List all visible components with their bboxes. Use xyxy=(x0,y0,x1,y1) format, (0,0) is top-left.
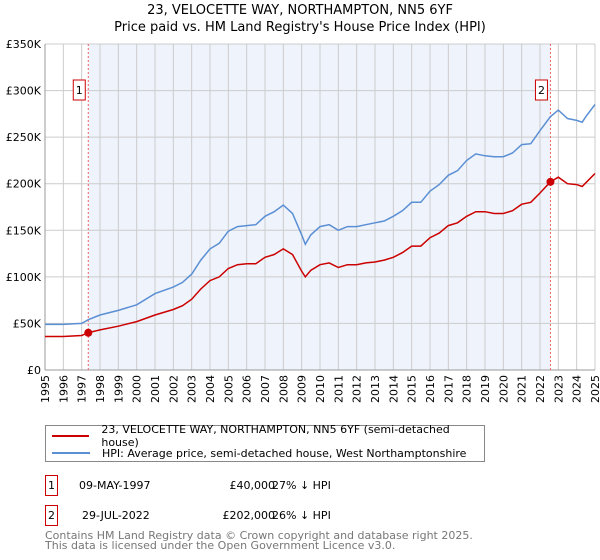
transaction-price: £202,000 xyxy=(222,509,276,522)
footer-licence: This data is licensed under the Open Gov… xyxy=(45,539,396,552)
x-tick-label: 2015 xyxy=(406,375,419,403)
y-tick-label: £0 xyxy=(27,364,41,377)
footer: Contains HM Land Registry data © Crown c… xyxy=(45,529,473,552)
y-tick-label: £350K xyxy=(6,38,42,51)
x-tick-label: 2000 xyxy=(131,375,144,403)
footer-copyright: Contains HM Land Registry data © Crown c… xyxy=(45,529,473,542)
legend-swatch-blue xyxy=(52,452,90,454)
x-tick-label: 1998 xyxy=(94,375,107,403)
annotation-box xyxy=(72,79,86,101)
annotation-box xyxy=(534,79,548,101)
x-tick-label: 1996 xyxy=(57,375,70,403)
x-tick-label: 2016 xyxy=(424,375,437,403)
x-tick-label: 2012 xyxy=(351,375,364,403)
x-tick-label: 2024 xyxy=(571,375,584,403)
x-tick-label: 2022 xyxy=(534,375,547,403)
x-tick-label: 2001 xyxy=(149,375,162,403)
x-tick-label: 1997 xyxy=(76,375,89,403)
y-tick-label: £300K xyxy=(6,85,42,98)
x-tick-label: 2019 xyxy=(479,375,492,403)
chart-title: 23, VELOCETTE WAY, NORTHAMPTON, NN5 6YF xyxy=(147,3,453,18)
x-tick-label: 2004 xyxy=(204,375,217,403)
sale-point xyxy=(546,177,555,186)
x-tick-label: 2025 xyxy=(589,375,600,403)
x-tick-label: 2017 xyxy=(442,375,455,403)
y-tick-label: £50K xyxy=(13,317,42,330)
transaction-date: 29-JUL-2022 xyxy=(82,509,150,522)
legend-item-price: 23, VELOCETTE WAY, NORTHAMPTON, NN5 6YF … xyxy=(46,423,484,449)
x-tick-label: 2014 xyxy=(387,375,400,403)
transaction-date: 09-MAY-1997 xyxy=(79,479,151,492)
x-tick-label: 2010 xyxy=(314,375,327,403)
x-tick-label: 2006 xyxy=(241,375,254,403)
y-tick-label: £200K xyxy=(6,178,42,191)
legend: 23, VELOCETTE WAY, NORTHAMPTON, NN5 6YF … xyxy=(45,423,485,462)
y-tick-label: £100K xyxy=(6,271,42,284)
x-tick-label: 2023 xyxy=(552,375,565,403)
highlight-band xyxy=(88,44,551,370)
x-tick-label: 2018 xyxy=(461,375,474,403)
x-tick-label: 2008 xyxy=(277,375,290,403)
x-tick-label: 2013 xyxy=(369,375,382,403)
transaction-marker: 2 xyxy=(45,505,58,526)
x-tick-label: 2002 xyxy=(167,375,180,403)
hpi-line xyxy=(45,104,596,326)
transaction-price: £40,000 xyxy=(229,479,276,492)
sale-point xyxy=(84,328,93,337)
plot-area: 1995 1996 1997 1998 1999 2000 2001 2002 2003 2004… xyxy=(6,38,600,403)
annotation-label: 2 xyxy=(538,84,545,97)
y-tick-label: £250K xyxy=(6,131,42,144)
transaction-delta: 26% ↓ HPI xyxy=(272,509,331,522)
x-tick-label: 2011 xyxy=(332,375,345,403)
legend-label-hpi: HPI: Average price, semi-detached house,… xyxy=(102,446,467,460)
x-tick-label: 2003 xyxy=(186,375,199,403)
transaction-delta: 27% ↓ HPI xyxy=(272,479,331,492)
x-tick-label: 1995 xyxy=(39,375,52,403)
legend-swatch-red xyxy=(52,435,90,437)
x-tick-label: 1999 xyxy=(112,375,125,403)
chart-subtitle: Price paid vs. HM Land Registry's House … xyxy=(114,20,486,35)
x-tick-label: 2007 xyxy=(259,375,272,403)
transaction-marker: 1 xyxy=(45,475,58,496)
y-tick-label: £150K xyxy=(6,224,42,237)
x-tick-label: 2005 xyxy=(222,375,235,403)
x-tick-label: 2009 xyxy=(296,375,309,403)
annotation-label: 1 xyxy=(76,84,83,97)
legend-item-hpi: HPI: Average price, semi-detached house,… xyxy=(46,445,466,461)
x-tick-label: 2020 xyxy=(497,375,510,403)
legend-label-price: 23, VELOCETTE WAY, NORTHAMPTON, NN5 6YF … xyxy=(101,423,450,449)
price-paid-line xyxy=(45,172,596,338)
x-tick-label: 2021 xyxy=(516,375,529,403)
